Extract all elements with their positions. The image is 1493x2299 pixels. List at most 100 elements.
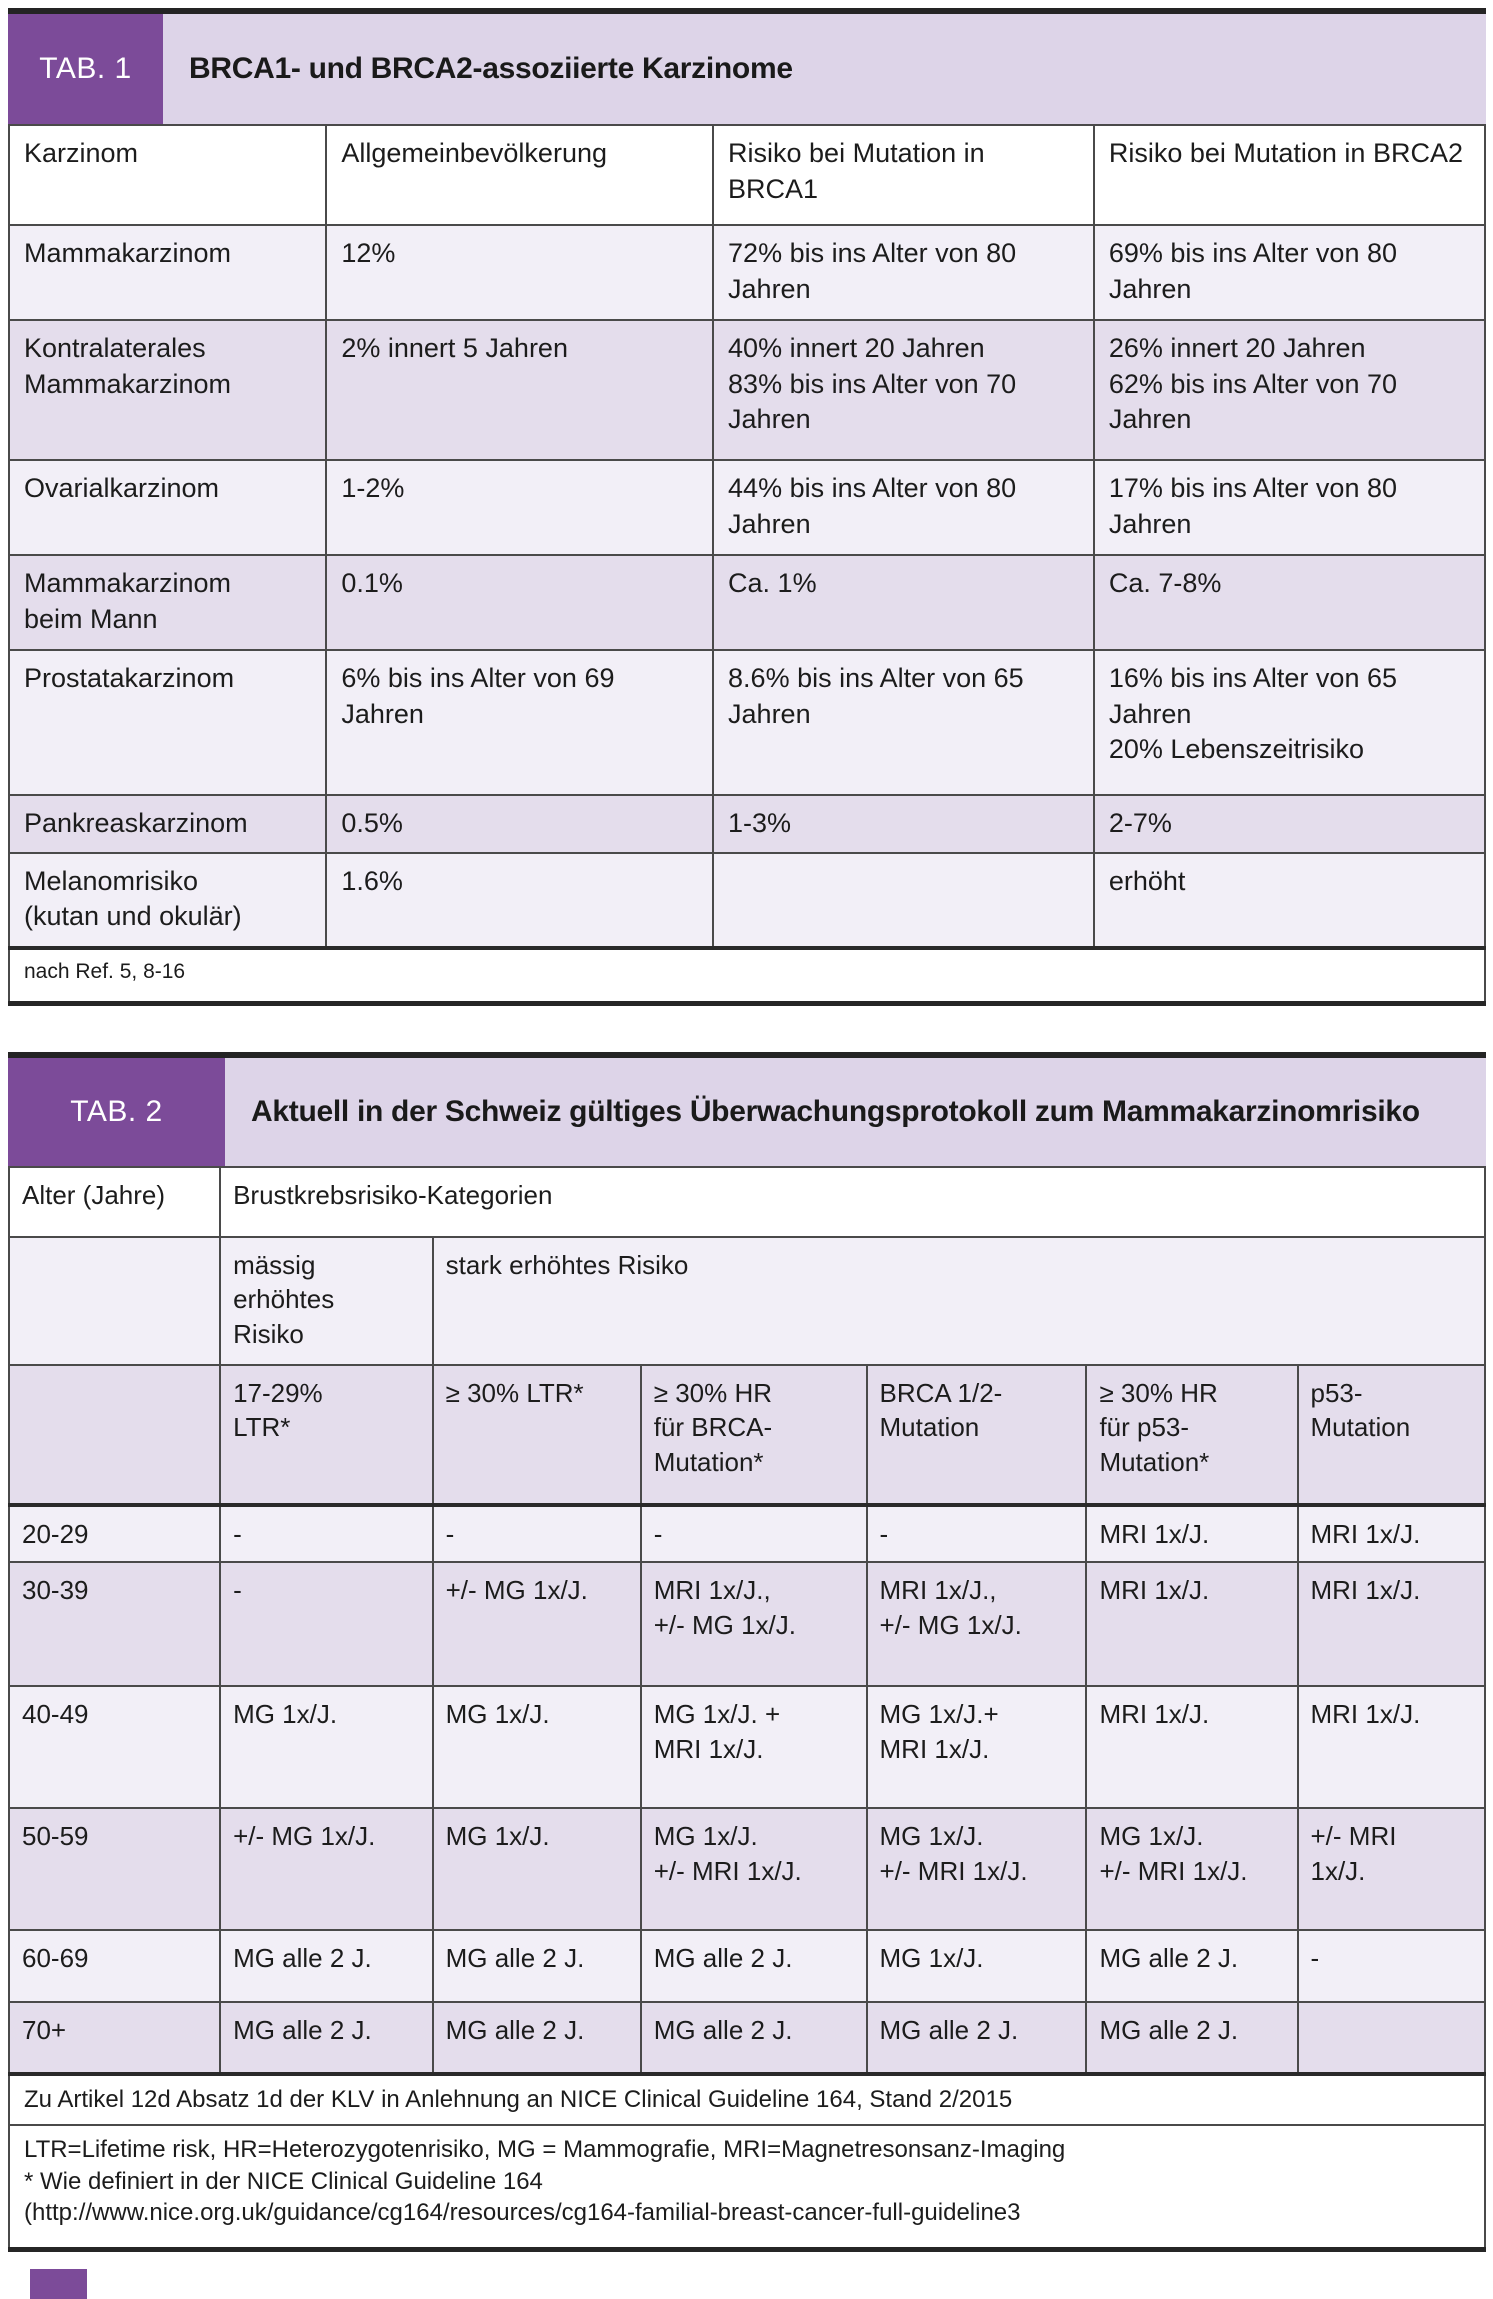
table-cell: 40% innert 20 Jahren 83% bis ins Alter v… bbox=[712, 319, 1095, 461]
table-cell: MRI 1x/J., +/- MG 1x/J. bbox=[865, 1561, 1088, 1688]
table-cell: Ca. 1% bbox=[712, 554, 1095, 651]
table-cell: MG 1x/J. bbox=[431, 1807, 642, 1932]
table-cell: 6% bis ins Alter von 69 Jahren bbox=[325, 649, 715, 796]
table-row: 50-59 +/- MG 1x/J. MG 1x/J. MG 1x/J. +/-… bbox=[7, 1807, 1486, 1932]
column-header-cell: Karzinom bbox=[7, 124, 328, 226]
table-cell: Brustkrebsrisiko-Kategorien bbox=[219, 1166, 1486, 1239]
row-label-cell: 50-59 bbox=[7, 1807, 222, 1932]
table1-tab-badge: TAB. 1 bbox=[8, 14, 163, 124]
table-cell: 2-7% bbox=[1092, 794, 1487, 854]
table-cell: - bbox=[219, 1561, 434, 1688]
table-cell: MRI 1x/J. bbox=[1085, 1561, 1299, 1688]
table1-title-band: TAB. 1 BRCA1- und BRCA2-assoziierte Karz… bbox=[8, 14, 1486, 124]
column-header-cell: ≥ 30% HR für BRCA- Mutation* bbox=[639, 1364, 868, 1508]
column-header-cell bbox=[7, 1364, 222, 1508]
table-row: Alter (Jahre) Brustkrebsrisiko-Kategorie… bbox=[7, 1166, 1486, 1239]
table-row: 60-69 MG alle 2 J. MG alle 2 J. MG alle … bbox=[7, 1929, 1486, 2004]
table-row: Mammakarzinom beim Mann 0.1% Ca. 1% Ca. … bbox=[7, 554, 1487, 651]
table-cell: stark erhöhtes Risiko bbox=[431, 1236, 1487, 1367]
row-label-cell: 40-49 bbox=[7, 1685, 222, 1810]
table-cell: +/- MRI 1x/J. bbox=[1296, 1807, 1486, 1932]
table-cell: MG 1x/J. + MRI 1x/J. bbox=[639, 1685, 868, 1810]
table-row: Mammakarzinom 12% 72% bis ins Alter von … bbox=[7, 224, 1487, 321]
table-row: 30-39 - +/- MG 1x/J. MRI 1x/J., +/- MG 1… bbox=[7, 1561, 1486, 1688]
row-label-cell: Alter (Jahre) bbox=[7, 1166, 222, 1239]
table-cell: 1-2% bbox=[325, 459, 715, 556]
table-cell: MG 1x/J. +/- MRI 1x/J. bbox=[639, 1807, 868, 1932]
table-cell: Pankreaskarzinom bbox=[7, 794, 328, 854]
table-cell: erhöht bbox=[1092, 851, 1487, 949]
footnote-cell: Zu Artikel 12d Absatz 1d der KLV in Anle… bbox=[8, 2072, 1486, 2127]
column-header-cell: Risiko bei Mutation in BRCA2 bbox=[1092, 124, 1487, 226]
table-cell: MRI 1x/J. bbox=[1085, 1504, 1299, 1564]
table-cell: MG alle 2 J. bbox=[219, 1929, 434, 2004]
table-cell: MG 1x/J. bbox=[431, 1685, 642, 1810]
table-cell: Kontralaterales Mammakarzinom bbox=[7, 319, 328, 461]
table-cell: MRI 1x/J., +/- MG 1x/J. bbox=[639, 1561, 868, 1688]
table-cell: 26% innert 20 Jahren 62% bis ins Alter v… bbox=[1092, 319, 1487, 461]
row-label-cell: 30-39 bbox=[7, 1561, 222, 1688]
table1-title: BRCA1- und BRCA2-assoziierte Karzinome bbox=[189, 52, 793, 85]
table-cell: - bbox=[1296, 1929, 1486, 2004]
table-cell: MG 1x/J. bbox=[219, 1685, 434, 1810]
table-cell: MG 1x/J.+ MRI 1x/J. bbox=[865, 1685, 1088, 1810]
table-cell: +/- MG 1x/J. bbox=[219, 1807, 434, 1932]
decorative-rule bbox=[8, 1052, 1486, 1059]
table-cell: MG alle 2 J. bbox=[431, 2001, 642, 2076]
table-cell: Mammakarzinom beim Mann bbox=[7, 554, 328, 651]
column-header-cell: 17-29% LTR* bbox=[219, 1364, 434, 1508]
table-row: 17-29% LTR* ≥ 30% LTR* ≥ 30% HR für BRCA… bbox=[7, 1364, 1486, 1508]
table2-title-band: TAB. 2 Aktuell in der Schweiz gültiges Ü… bbox=[8, 1058, 1486, 1167]
row-label-cell: 70+ bbox=[7, 2001, 222, 2076]
table-cell: 44% bis ins Alter von 80 Jahren bbox=[712, 459, 1095, 556]
table-cell: 12% bbox=[325, 224, 715, 321]
table-row: Prostatakarzinom 6% bis ins Alter von 69… bbox=[7, 649, 1487, 796]
table-cell: 17% bis ins Alter von 80 Jahren bbox=[1092, 459, 1487, 556]
table-cell: - bbox=[431, 1504, 642, 1564]
table-cell: 2% innert 5 Jahren bbox=[325, 319, 715, 461]
column-header-cell: ≥ 30% LTR* bbox=[431, 1364, 642, 1508]
table-row: Kontralaterales Mammakarzinom 2% innert … bbox=[7, 319, 1487, 461]
column-header-cell: Allgemeinbevölkerung bbox=[325, 124, 715, 226]
table-cell: Ovarialkarzinom bbox=[7, 459, 328, 556]
table-row: Karzinom Allgemeinbevölkerung Risiko bei… bbox=[7, 124, 1487, 226]
table2: Alter (Jahre) Brustkrebsrisiko-Kategorie… bbox=[7, 1166, 1487, 2252]
column-header-cell: p53- Mutation bbox=[1296, 1364, 1486, 1508]
table-cell: MG alle 2 J. bbox=[1085, 1929, 1299, 2004]
table-cell bbox=[712, 851, 1095, 949]
table-cell: MG alle 2 J. bbox=[865, 2001, 1088, 2076]
column-header-cell: BRCA 1/2- Mutation bbox=[865, 1364, 1088, 1508]
table-cell: 69% bis ins Alter von 80 Jahren bbox=[1092, 224, 1487, 321]
table-cell: MG alle 2 J. bbox=[1085, 2001, 1299, 2076]
table-cell bbox=[1296, 2001, 1486, 2076]
table-cell: MG alle 2 J. bbox=[639, 1929, 868, 2004]
section-gap bbox=[8, 1006, 1486, 1052]
table-cell: Mammakarzinom bbox=[7, 224, 328, 321]
table-cell: 0.1% bbox=[325, 554, 715, 651]
table-cell: MG 1x/J. +/- MRI 1x/J. bbox=[865, 1807, 1088, 1932]
table-cell: MG 1x/J. +/- MRI 1x/J. bbox=[1085, 1807, 1299, 1932]
table-cell: 72% bis ins Alter von 80 Jahren bbox=[712, 224, 1095, 321]
table2-tab-badge: TAB. 2 bbox=[8, 1058, 225, 1167]
table2-title: Aktuell in der Schweiz gültiges Überwach… bbox=[251, 1095, 1420, 1129]
table-row: Zu Artikel 12d Absatz 1d der KLV in Anle… bbox=[8, 2072, 1486, 2127]
column-header-cell: Risiko bei Mutation in BRCA1 bbox=[712, 124, 1095, 226]
table-cell: Prostatakarzinom bbox=[7, 649, 328, 796]
table1-section: TAB. 1 BRCA1- und BRCA2-assoziierte Karz… bbox=[7, 8, 1487, 1007]
table-row: Ovarialkarzinom 1-2% 44% bis ins Alter v… bbox=[7, 459, 1487, 556]
table-row: Pankreaskarzinom 0.5% 1-3% 2-7% bbox=[7, 794, 1487, 854]
table-row: 40-49 MG 1x/J. MG 1x/J. MG 1x/J. + MRI 1… bbox=[7, 1685, 1486, 1810]
table-cell: 1-3% bbox=[712, 794, 1095, 854]
table-row: mässig erhöhtes Risiko stark erhöhtes Ri… bbox=[7, 1236, 1487, 1367]
footnote-cell: nach Ref. 5, 8-16 bbox=[8, 945, 1486, 1005]
table-cell: MRI 1x/J. bbox=[1085, 1685, 1299, 1810]
decorative-rule bbox=[8, 8, 1486, 14]
table-cell: MG alle 2 J. bbox=[639, 2001, 868, 2076]
table-cell: MRI 1x/J. bbox=[1296, 1504, 1486, 1564]
table-row: LTR=Lifetime risk, HR=Heterozygotenrisik… bbox=[8, 2124, 1486, 2251]
table-cell: MG alle 2 J. bbox=[431, 1929, 642, 2004]
table-cell: - bbox=[639, 1504, 868, 1564]
table-row: Melanomrisiko (kutan und okulär) 1.6% er… bbox=[7, 851, 1487, 949]
table-cell: 0.5% bbox=[325, 794, 715, 854]
